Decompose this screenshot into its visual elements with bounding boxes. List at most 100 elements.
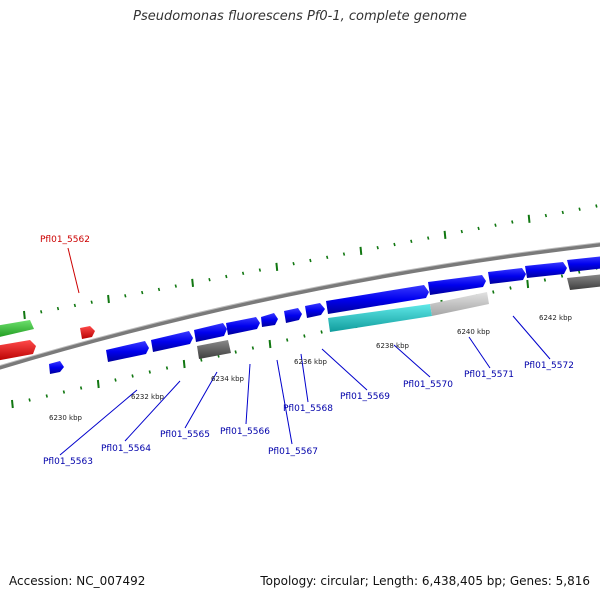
scale-tick [376,245,379,250]
scale-tick [225,274,228,279]
scale-tick [410,239,413,244]
scale-tick [141,290,144,295]
scale-tick [292,261,295,266]
scale-tick [131,374,134,378]
scale-tick [182,359,186,369]
scale-tick [124,294,127,298]
gene-label-5565[interactable]: Pfl01_5565 [160,430,210,440]
gene-feature-5568[interactable] [261,313,278,327]
scale-tick [286,338,289,342]
scale-tick [326,255,329,260]
gene-label-5567[interactable]: Pfl01_5567 [268,447,318,457]
gene-feature-5564[interactable] [106,341,149,362]
scale-tick [492,290,495,294]
gene-label-5571[interactable]: Pfl01_5571 [464,370,514,380]
scale-tick [544,213,548,218]
scale-tick [56,306,60,311]
scale-tick [342,252,346,256]
gene-feature-5572[interactable] [428,275,486,295]
scale-tick [90,300,93,304]
gene-label-5572[interactable]: Pfl01_5572 [524,361,574,371]
scale-tick [40,310,43,314]
scale-label: 6238 kbp [376,342,410,350]
scale-tick [191,278,194,287]
scale-tick [45,394,48,398]
scale-tick [578,270,581,274]
gene-feature-green[interactable] [0,320,34,338]
gene-feature-light-gray[interactable] [430,292,489,316]
scale-tick [527,214,531,223]
leader-5567 [276,359,293,445]
scale-tick [509,286,512,290]
gene-feature-pseudo-2[interactable] [567,274,600,290]
scale-tick [174,284,177,288]
scale-tick [561,210,564,215]
leader-5565 [184,371,218,429]
scale-tick [114,378,117,382]
page-title: Pseudomonas fluorescens Pf0-1, complete … [133,9,467,24]
scale-tick [11,399,14,409]
genome-stats-text: Topology: circular; Length: 6,438,405 bp… [260,574,590,588]
gene-feature-blue-r3[interactable] [567,256,600,272]
gene-feature-pseudo-1[interactable] [197,340,231,359]
scale-tick [23,310,26,320]
gene-feature-blue-small[interactable] [49,361,64,374]
gene-label-5570[interactable]: Pfl01_5570 [403,380,453,390]
genome-backbone [0,242,600,370]
gene-feature-5566[interactable] [194,323,227,342]
gene-feature-blue-r1[interactable] [488,268,526,284]
leader-5568 [300,353,309,403]
gene-feature-red[interactable] [0,340,36,361]
scale-tick [359,246,363,255]
gene-label-5566[interactable]: Pfl01_5566 [220,427,270,437]
gene-label-5564[interactable]: Pfl01_5564 [101,444,151,454]
scale-tick [96,379,100,389]
gene-label-5562[interactable]: Pfl01_5562 [40,235,90,245]
scale-tick [73,303,77,308]
scale-tick [303,334,306,338]
leader-5570 [393,344,431,378]
scale-tick [460,229,463,234]
leader-5571 [468,336,491,369]
gene-feature-5565[interactable] [151,331,193,352]
gene-label-5563[interactable]: Pfl01_5563 [43,457,93,467]
scale-tick [595,204,598,208]
scale-tick [251,346,255,350]
leader-5562 [67,247,80,294]
leader-5566 [245,363,251,425]
leader-5572 [512,315,551,360]
scale-tick [200,358,203,362]
gene-label-5569[interactable]: Pfl01_5569 [340,392,390,402]
scale-tick [79,386,83,390]
gene-label-5568[interactable]: Pfl01_5568 [283,404,333,414]
gene-feature-5569[interactable] [284,308,302,323]
scale-tick [494,223,497,227]
scale-tick [427,236,430,240]
scale-label: 6242 kbp [539,314,573,322]
scale-ticks-upper [23,204,598,320]
gene-feature-red-small[interactable] [80,326,95,339]
gene-feature-5571[interactable] [326,285,429,314]
scale-label: 6236 kbp [294,358,328,366]
gene-feature-5567[interactable] [226,317,260,335]
gene-feature-blue-r2[interactable] [525,262,567,278]
gene-feature-5570[interactable] [305,303,325,318]
scale-labels: 6230 kbp 6232 kbp 6234 kbp 6236 kbp 6238… [49,314,573,422]
scale-tick [578,207,581,211]
gene-labels[interactable]: Pfl01_5562 Pfl01_5563 Pfl01_5564 Pfl01_5… [40,235,574,467]
scale-tick [511,220,514,224]
features[interactable] [0,256,600,374]
scale-label: 6232 kbp [131,393,165,401]
scale-tick [258,268,262,272]
scale-tick [148,370,151,374]
gene-feature-cyan[interactable] [328,304,432,332]
scale-tick [477,226,480,231]
scale-tick [268,339,272,349]
scale-tick [62,390,66,394]
scale-tick [107,294,110,304]
scale-label: 6230 kbp [49,414,83,422]
accession-text: Accession: NC_007492 [9,574,146,588]
scale-tick [443,230,447,239]
scale-label: 6234 kbp [211,375,245,383]
